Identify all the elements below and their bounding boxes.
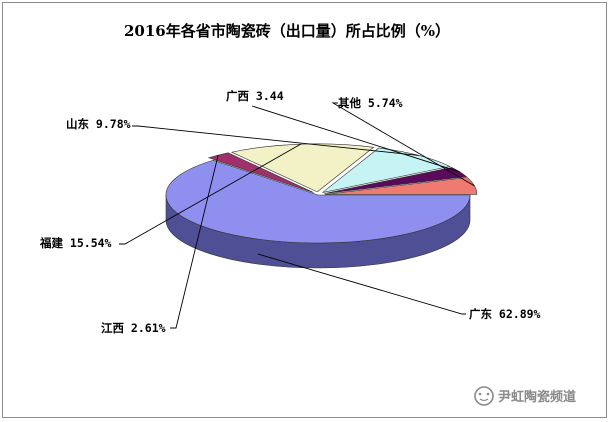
slice-6-leader-line bbox=[331, 102, 475, 187]
slice-3-leader-line bbox=[119, 143, 301, 245]
slice-5-label: 广西 3.44 bbox=[226, 89, 284, 103]
chart-title: 2016年各省市陶瓷砖（出口量）所占比例（%） bbox=[124, 22, 450, 40]
slice-1-label: 广东 62.89% bbox=[469, 307, 541, 321]
watermark: 尹虹陶瓷频道 bbox=[474, 386, 576, 406]
slice-labels: 广东 62.89% 江西 2.61% 福建 15.54% 山东 9.78% 广西 3.4… bbox=[39, 89, 541, 335]
slice-4-leader-line bbox=[132, 125, 419, 156]
pie-top-faces bbox=[165, 143, 478, 244]
slice-6-top bbox=[324, 177, 478, 195]
slice-5-leader-line bbox=[251, 105, 460, 173]
slice-6-label: 其他 5.74% bbox=[338, 96, 403, 110]
watermark-text: 尹虹陶瓷频道 bbox=[498, 389, 576, 405]
slice-1-leader-line bbox=[257, 253, 466, 315]
slice-3-label: 福建 15.54% bbox=[39, 236, 112, 250]
slice-4-top bbox=[322, 147, 451, 193]
wechat-chat-icon bbox=[474, 386, 494, 406]
slice-2-leader-line bbox=[170, 155, 219, 329]
slice-2-label: 江西 2.61% bbox=[101, 321, 166, 335]
slice-4-label: 山东 9.78% bbox=[66, 117, 131, 131]
leader-lines bbox=[119, 102, 475, 329]
slice-1-top bbox=[165, 159, 471, 244]
